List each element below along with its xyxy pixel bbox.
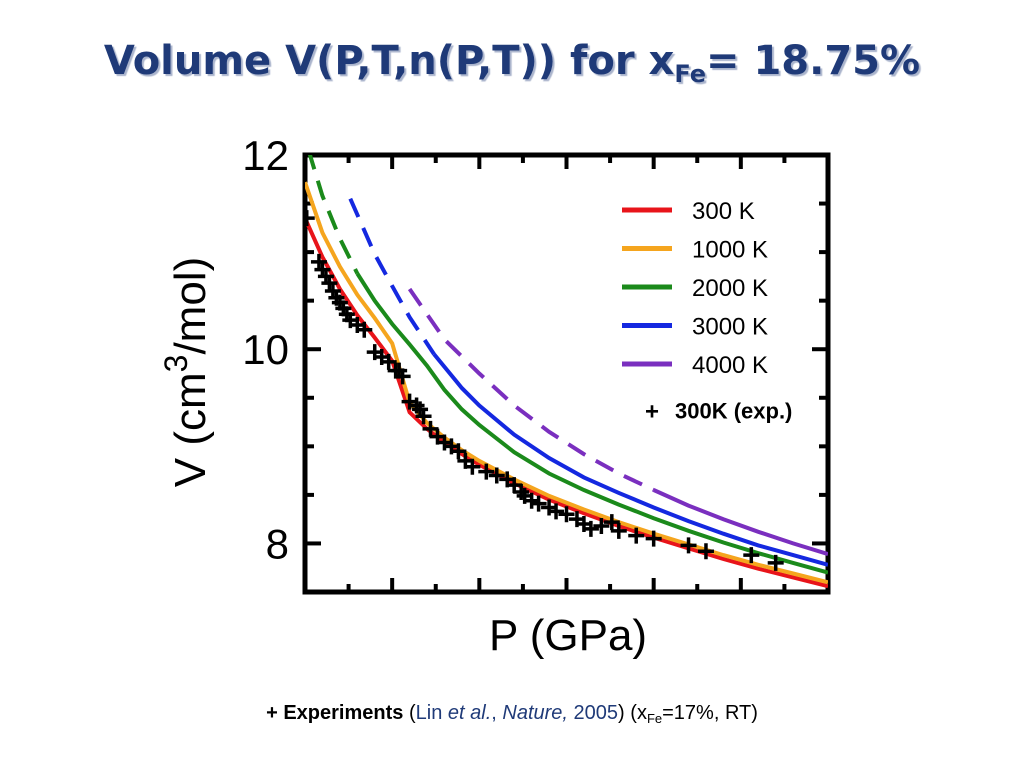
footnote-cond-open: (x bbox=[630, 702, 647, 724]
exp-point bbox=[310, 253, 327, 270]
legend-label-exp: 300K (exp.) bbox=[675, 399, 792, 424]
legend-label-2: 2000 K bbox=[692, 275, 768, 302]
exp-point bbox=[478, 463, 495, 480]
legend-label-1: 1000 K bbox=[692, 237, 768, 264]
exp-point bbox=[394, 368, 411, 385]
title-tail-text: = 18.75% bbox=[706, 38, 921, 84]
y-axis-label-post: /mol) bbox=[166, 257, 215, 355]
legend-label-4: 4000 K bbox=[692, 352, 768, 379]
series-4-solid bbox=[652, 488, 828, 557]
footnote-comma: , bbox=[491, 702, 497, 724]
footnote-paren-close: ) bbox=[618, 702, 625, 724]
exp-point bbox=[548, 503, 565, 520]
y-axis-label: V (cm3/mol) bbox=[158, 257, 215, 487]
y-tick-label: 8 bbox=[266, 520, 289, 567]
legend-label-3: 3000 K bbox=[692, 314, 768, 341]
y-axis-label-pre: V (cm bbox=[166, 372, 215, 487]
exp-point bbox=[603, 514, 620, 531]
exp-point bbox=[464, 458, 481, 475]
exp-point bbox=[593, 517, 610, 534]
title-subscript: Fe bbox=[674, 60, 707, 88]
exp-point bbox=[305, 210, 315, 227]
footnote: + Experiments (Lin et al., Nature, 2005)… bbox=[0, 702, 1024, 726]
slide-title: Volume V(P,T,n(P,T)) for xFe= 18.75% bbox=[0, 38, 1024, 88]
exp-point bbox=[380, 353, 397, 370]
footnote-paren-open: ( bbox=[408, 702, 416, 724]
exp-point bbox=[450, 443, 467, 460]
exp-point bbox=[697, 543, 714, 560]
y-axis-label-sup: 3 bbox=[158, 355, 194, 373]
exp-point bbox=[356, 321, 373, 338]
footnote-cond-sub: Fe bbox=[646, 711, 663, 726]
series-4-dashed bbox=[407, 287, 655, 492]
experiment-points bbox=[305, 210, 784, 571]
exp-point bbox=[321, 275, 338, 292]
title-main-text: Volume V(P,T,n(P,T)) for x bbox=[103, 38, 675, 84]
series-3-dashed bbox=[348, 197, 436, 356]
exp-point bbox=[628, 527, 645, 544]
series-2-dashed bbox=[307, 155, 360, 275]
footnote-marker: + bbox=[266, 702, 278, 724]
legend-marker-exp: + bbox=[645, 399, 659, 426]
exp-point bbox=[680, 537, 697, 554]
exp-point bbox=[415, 408, 432, 425]
y-tick-label: 12 bbox=[242, 132, 289, 179]
series-2-solid bbox=[355, 272, 828, 575]
axes: P (GPa) V (cm3/mol) bbox=[158, 257, 647, 660]
footnote-author: Lin bbox=[415, 702, 443, 724]
exp-point bbox=[582, 520, 599, 537]
footnote-etal: et al. bbox=[447, 702, 492, 724]
x-axis-label: P (GPa) bbox=[489, 611, 647, 660]
footnote-experiments: Experiments bbox=[283, 702, 404, 724]
footnote-cond-tail: =17%, RT) bbox=[662, 702, 758, 724]
legend-label-0: 300 K bbox=[692, 198, 755, 225]
y-tick-label: 10 bbox=[242, 326, 289, 373]
exp-point bbox=[488, 467, 505, 484]
legend: 300 K 1000 K 2000 K 3000 K 4000 K + 300K (exp.… bbox=[622, 198, 792, 426]
exp-point bbox=[645, 530, 662, 547]
footnote-year: 2005 bbox=[573, 702, 619, 724]
plot-frame: 8 10 12 bbox=[242, 132, 831, 595]
exp-point bbox=[767, 554, 784, 571]
exp-point bbox=[530, 495, 547, 512]
footnote-journal: Nature, bbox=[502, 702, 568, 724]
exp-point bbox=[610, 522, 627, 539]
series-3-solid bbox=[432, 352, 828, 567]
exp-point bbox=[743, 547, 760, 564]
exp-point bbox=[558, 506, 575, 523]
